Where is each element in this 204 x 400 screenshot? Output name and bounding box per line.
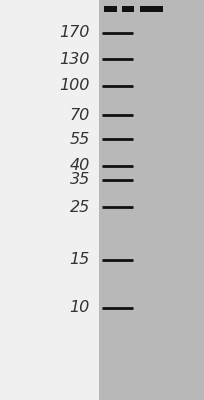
Bar [122,6,134,12]
Text: 10: 10 [70,300,90,316]
Text: 70: 70 [70,108,90,123]
Text: 25: 25 [70,200,90,215]
Text: 130: 130 [59,52,90,67]
Text: 35: 35 [70,172,90,188]
Text: 100: 100 [59,78,90,94]
Bar [140,6,163,12]
Text: 170: 170 [59,25,90,40]
Bar [99,0,204,400]
Bar [104,6,117,12]
Text: 15: 15 [70,252,90,268]
Text: 55: 55 [70,132,90,147]
Text: 40: 40 [70,158,90,174]
